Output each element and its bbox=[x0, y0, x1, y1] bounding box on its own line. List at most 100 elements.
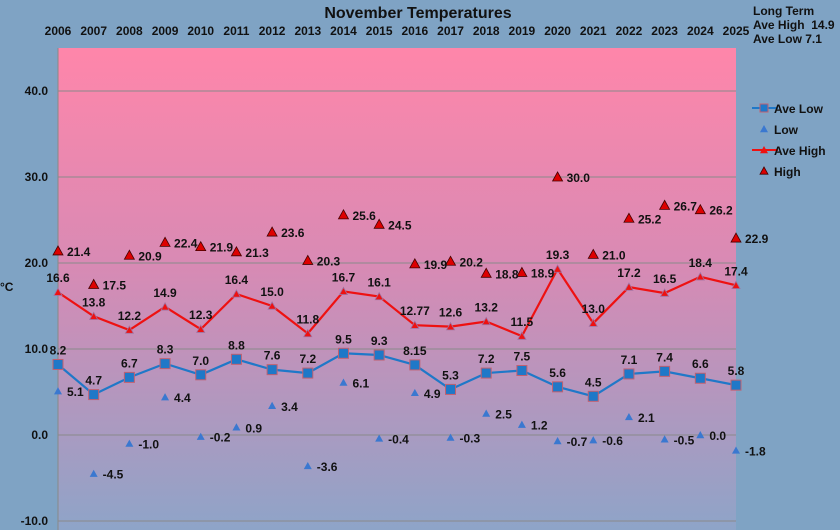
data-label: 5.8 bbox=[728, 364, 745, 378]
low-point bbox=[375, 434, 384, 442]
x-tick-label: 2019 bbox=[509, 24, 536, 38]
data-label: 20.9 bbox=[138, 249, 162, 263]
high-point bbox=[123, 249, 136, 260]
high-point bbox=[694, 203, 706, 215]
x-tick-label: 2010 bbox=[187, 24, 214, 38]
low-point bbox=[732, 446, 740, 454]
legend-square-icon bbox=[759, 103, 769, 113]
data-label: -0.3 bbox=[460, 432, 481, 446]
high-point bbox=[88, 278, 100, 289]
ave-high-label: Ave High bbox=[753, 18, 805, 32]
ave-high-point bbox=[374, 291, 384, 301]
series-line-ave-high bbox=[57, 266, 737, 338]
x-tick-label: 2006 bbox=[45, 24, 72, 38]
data-label: 8.15 bbox=[403, 344, 427, 358]
ave-low-point bbox=[88, 389, 100, 401]
ave-low-point bbox=[587, 390, 599, 402]
data-label: 12.3 bbox=[189, 308, 213, 322]
ave-high-point bbox=[267, 301, 277, 310]
ave-low-point bbox=[195, 369, 207, 381]
ave-high-point bbox=[303, 328, 313, 338]
ave-high-point bbox=[160, 302, 170, 311]
data-label: 7.2 bbox=[478, 352, 495, 366]
data-label: 18.8 bbox=[495, 267, 519, 281]
low-point bbox=[89, 469, 98, 477]
high-point bbox=[658, 199, 671, 210]
low-point bbox=[410, 388, 419, 397]
data-label: 17.4 bbox=[724, 264, 748, 278]
low-point bbox=[339, 378, 348, 386]
low-point bbox=[482, 409, 491, 417]
ave-high-point bbox=[196, 324, 206, 333]
data-label: 13.2 bbox=[475, 300, 499, 314]
ave-high-point bbox=[481, 316, 491, 326]
low-point bbox=[517, 420, 526, 428]
ave-high-point bbox=[53, 287, 63, 296]
low-point bbox=[446, 433, 455, 441]
legend-triangle-icon bbox=[760, 146, 768, 154]
long-term-info: Long Term Ave High 14.9 Ave Low 7.1 bbox=[753, 4, 835, 46]
data-label: 2.1 bbox=[638, 411, 655, 425]
high-point bbox=[302, 254, 314, 265]
ave-low-value: 7.1 bbox=[805, 32, 822, 46]
high-point bbox=[516, 266, 528, 277]
low-point bbox=[303, 461, 312, 470]
data-label: 1.2 bbox=[531, 419, 548, 433]
low-point bbox=[660, 435, 669, 443]
data-label: 13.8 bbox=[82, 295, 106, 309]
data-label: 20.3 bbox=[317, 254, 341, 268]
ave-low-point bbox=[659, 365, 671, 377]
data-label: 16.7 bbox=[332, 270, 356, 284]
data-label: 5.1 bbox=[67, 385, 84, 399]
data-label: 11.5 bbox=[511, 315, 534, 329]
y-tick-label: -10.0 bbox=[21, 514, 49, 528]
low-point bbox=[696, 431, 705, 439]
data-label: 9.5 bbox=[335, 332, 352, 346]
x-tick-label: 2018 bbox=[473, 24, 500, 38]
x-tick-label: 2015 bbox=[366, 24, 393, 38]
ave-high-point bbox=[410, 320, 420, 329]
x-tick-label: 2013 bbox=[294, 24, 321, 38]
data-label: 21.4 bbox=[67, 245, 91, 259]
ave-low-point bbox=[480, 367, 492, 379]
legend-triangle-icon bbox=[760, 125, 768, 133]
x-tick-label: 2020 bbox=[544, 24, 571, 38]
x-tick-label: 2017 bbox=[437, 24, 464, 38]
ave-high-value: 14.9 bbox=[811, 18, 835, 32]
high-point bbox=[373, 218, 385, 229]
ave-low-point bbox=[409, 359, 421, 371]
data-label: 25.6 bbox=[352, 209, 376, 223]
high-point bbox=[266, 226, 278, 237]
x-tick-label: 2012 bbox=[259, 24, 286, 38]
data-label: 12.77 bbox=[400, 304, 430, 318]
ave-low-point bbox=[623, 368, 635, 380]
legend: Ave Low Low Ave High High bbox=[752, 102, 826, 179]
low-point bbox=[125, 439, 134, 447]
data-label: 17.5 bbox=[103, 279, 127, 293]
data-label: 14.9 bbox=[153, 286, 177, 300]
low-point bbox=[268, 401, 277, 409]
data-label: -0.6 bbox=[602, 434, 623, 448]
data-label: 7.4 bbox=[656, 350, 673, 364]
ave-low-point bbox=[694, 372, 706, 384]
data-label: 11.8 bbox=[296, 313, 319, 327]
y-tick-label: 20.0 bbox=[25, 256, 49, 270]
data-label: 4.5 bbox=[585, 375, 602, 389]
ave-low-point bbox=[266, 364, 278, 376]
data-label: 5.3 bbox=[442, 368, 459, 382]
high-point bbox=[159, 236, 171, 247]
data-label: 4.9 bbox=[424, 387, 441, 401]
x-tick-label: 2025 bbox=[723, 24, 750, 38]
x-tick-label: 2011 bbox=[223, 24, 249, 38]
data-label: 22.9 bbox=[745, 232, 769, 246]
x-tick-label: 2022 bbox=[616, 24, 643, 38]
high-point bbox=[409, 258, 421, 269]
ave-low-point bbox=[445, 383, 457, 395]
data-label: 18.9 bbox=[531, 266, 555, 280]
data-label: 21.3 bbox=[245, 246, 269, 260]
data-label: 18.4 bbox=[689, 256, 713, 270]
data-label: 25.2 bbox=[638, 212, 662, 226]
ave-low-label: Ave Low bbox=[753, 32, 802, 46]
data-label: 7.6 bbox=[264, 349, 281, 363]
